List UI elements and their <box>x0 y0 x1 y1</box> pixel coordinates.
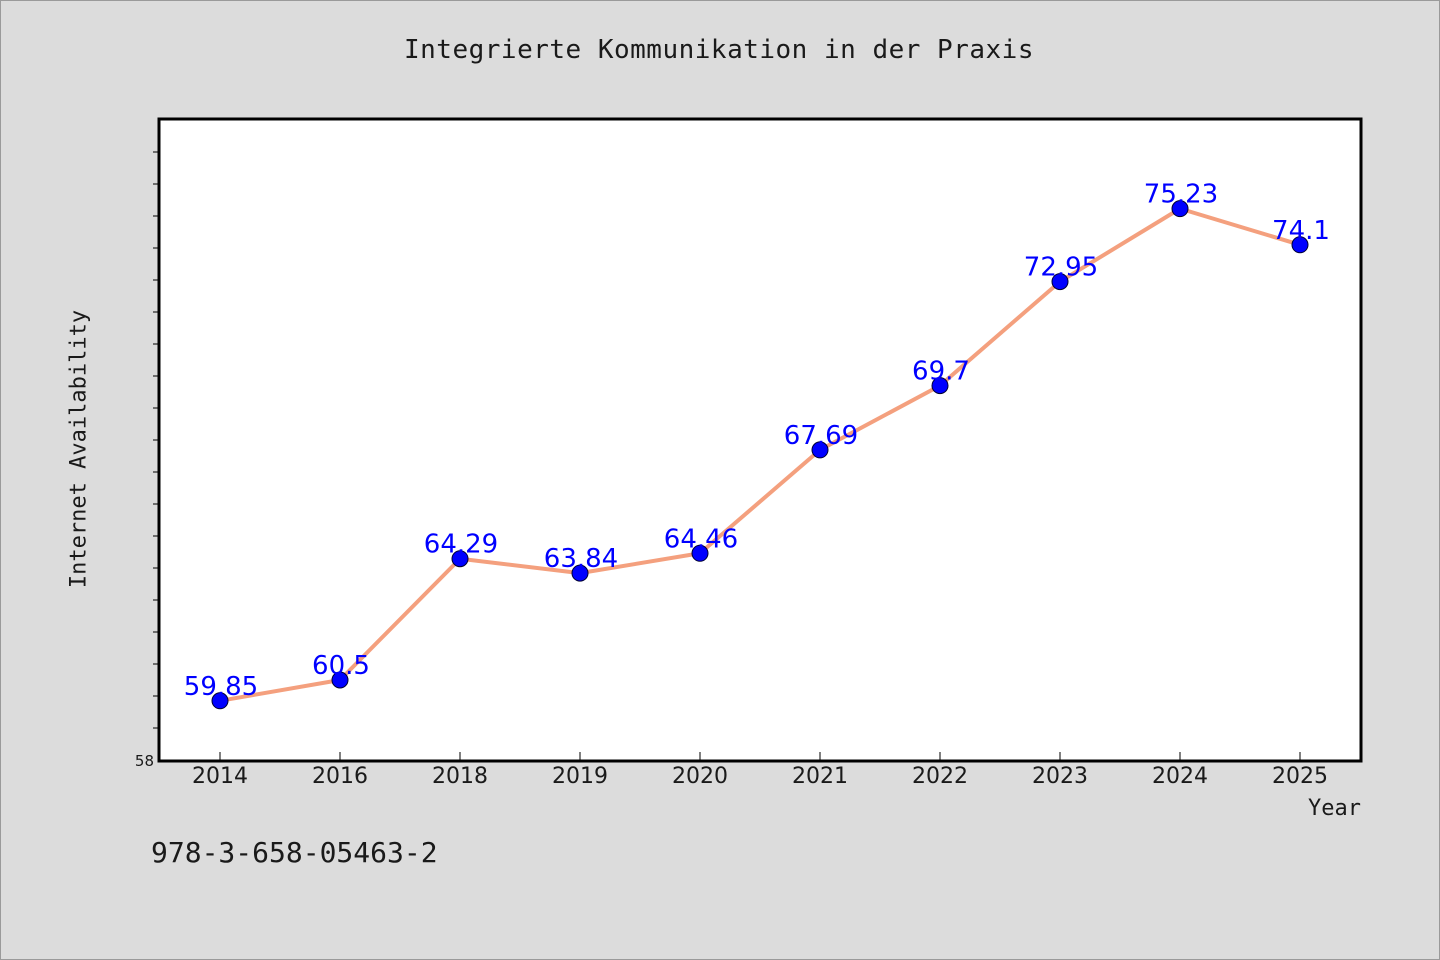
data-label: 75.23 <box>1144 180 1218 210</box>
x-tick-label: 2022 <box>912 764 968 789</box>
x-tick-label: 2019 <box>552 764 608 789</box>
data-point <box>571 564 589 582</box>
data-point <box>1051 273 1069 291</box>
plot-area <box>157 117 1363 763</box>
data-points <box>211 200 1309 710</box>
data-point <box>331 671 349 689</box>
data-label: 59.85 <box>184 672 258 702</box>
x-tick-label: 2014 <box>192 764 248 789</box>
x-tick-label: 2023 <box>1032 764 1088 789</box>
data-label: 67.69 <box>784 421 858 451</box>
x-tick-label: 2025 <box>1272 764 1328 789</box>
y-tick-label: 58 <box>135 752 154 770</box>
data-label: 64.46 <box>664 524 738 554</box>
y-axis-ticks: 58 <box>135 151 160 770</box>
data-label: 60.5 <box>312 651 370 681</box>
data-point <box>1171 200 1189 218</box>
data-point <box>451 550 469 568</box>
x-tick-label: 2024 <box>1152 764 1208 789</box>
x-tick-label: 2021 <box>792 764 848 789</box>
data-label: 69.7 <box>912 357 970 387</box>
data-label: 63.84 <box>544 544 618 574</box>
x-tick-label: 2018 <box>432 764 488 789</box>
data-point <box>931 377 949 395</box>
x-axis-ticks: 2014 2016 2018 2019 2020 2021 2022 2023 2024 2025 <box>192 752 1328 789</box>
x-axis-label: Year <box>1308 796 1361 821</box>
series-line <box>219 206 1301 703</box>
x-tick-label: 2020 <box>672 764 728 789</box>
x-tick-label: 2016 <box>312 764 368 789</box>
data-labels: 59.85 60.5 64.29 63.84 64.46 67.69 69.7 72.95 75… <box>184 180 1330 702</box>
data-label: 64.29 <box>424 530 498 560</box>
data-label: 72.95 <box>1024 253 1098 283</box>
data-point <box>811 441 829 459</box>
chart-title: Integrierte Kommunikation in der Praxis <box>404 35 1034 65</box>
data-label: 74.1 <box>1272 216 1330 246</box>
data-point <box>1291 236 1309 254</box>
data-point <box>691 544 709 562</box>
data-point <box>211 692 229 710</box>
footer-code: 978-3-658-05463-2 <box>151 836 438 869</box>
